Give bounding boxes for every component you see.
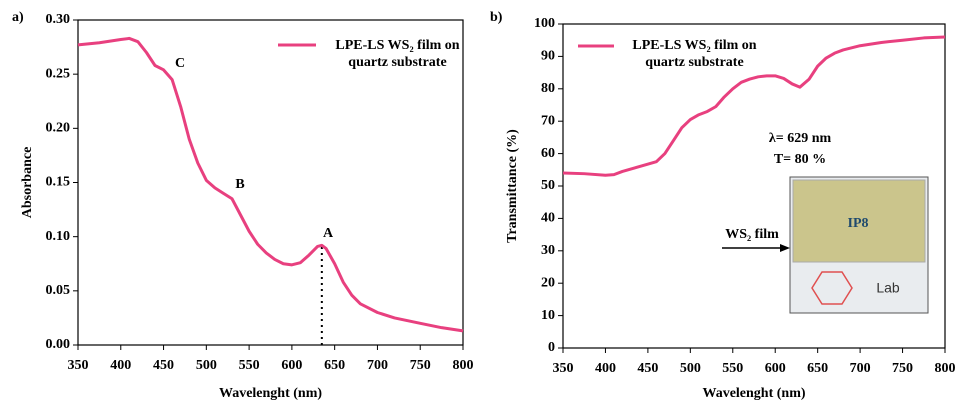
y-tick-label: 0.25 <box>46 66 71 81</box>
y-tick-label: 0.20 <box>46 121 71 136</box>
y-tick-label: 50 <box>541 178 555 193</box>
x-tick-label: 450 <box>637 361 658 376</box>
arrow-head <box>780 244 790 252</box>
legend-label: LPE-LS WS₂ film on quartz substrate <box>335 38 460 70</box>
y-tick-label: 0 <box>548 340 555 355</box>
inset-text: Lab <box>876 280 900 296</box>
x-tick-label: 750 <box>892 361 913 376</box>
logo-hexagon <box>811 271 853 305</box>
annotation: B <box>235 177 244 192</box>
panel-label: a) <box>12 10 24 25</box>
y-tick-label: 0.10 <box>46 229 71 244</box>
y-tick-label: 0.00 <box>46 337 71 352</box>
panel-label: b) <box>490 10 503 25</box>
y-tick-label: 100 <box>534 16 555 31</box>
annotation: C <box>175 56 185 71</box>
x-tick-label: 400 <box>110 358 131 373</box>
x-tick-label: 500 <box>680 361 701 376</box>
x-tick-label: 650 <box>324 358 345 373</box>
x-tick-label: 600 <box>281 358 302 373</box>
y-tick-label: 0.15 <box>46 175 71 190</box>
y-tick-label: 70 <box>541 113 555 128</box>
x-tick-label: 450 <box>153 358 174 373</box>
x-tick-label: 500 <box>196 358 217 373</box>
x-axis-label: Wavelenght (nm) <box>219 386 322 401</box>
x-tick-label: 350 <box>553 361 574 376</box>
legend-label: LPE-LS WS₂ film on quartz substrate <box>632 38 757 70</box>
y-axis-label: Absorbance <box>20 147 35 219</box>
x-tick-label: 700 <box>850 361 871 376</box>
y-tick-label: 30 <box>541 243 555 258</box>
y-tick-label: 60 <box>541 146 555 161</box>
x-tick-label: 800 <box>453 358 474 373</box>
x-tick-label: 550 <box>239 358 260 373</box>
x-tick-label: 600 <box>765 361 786 376</box>
y-axis-label: Transmittance (%) <box>505 129 520 243</box>
annotation: A <box>323 226 334 241</box>
annotation: T= 80 % <box>774 152 826 167</box>
y-tick-label: 20 <box>541 275 555 290</box>
annotation: WS₂ film <box>725 227 779 242</box>
x-tick-label: 750 <box>410 358 431 373</box>
y-tick-label: 90 <box>541 49 555 64</box>
data-line <box>77 36 464 333</box>
film-area <box>792 179 926 263</box>
annotation: λ= 629 nm <box>769 131 832 146</box>
inset-text: IP8 <box>848 216 869 231</box>
x-tick-label: 700 <box>367 358 388 373</box>
y-tick-label: 40 <box>541 211 555 226</box>
y-tick-label: 0.05 <box>46 283 71 298</box>
x-tick-label: 800 <box>935 361 956 376</box>
y-tick-label: 10 <box>541 308 555 323</box>
x-tick-label: 350 <box>68 358 89 373</box>
x-axis-label: Wavelenght (nm) <box>702 386 805 401</box>
data-line <box>562 35 946 177</box>
y-tick-label: 80 <box>541 81 555 96</box>
x-tick-label: 550 <box>722 361 743 376</box>
y-tick-label: 0.30 <box>46 12 71 27</box>
x-tick-label: 650 <box>807 361 828 376</box>
x-tick-label: 400 <box>595 361 616 376</box>
